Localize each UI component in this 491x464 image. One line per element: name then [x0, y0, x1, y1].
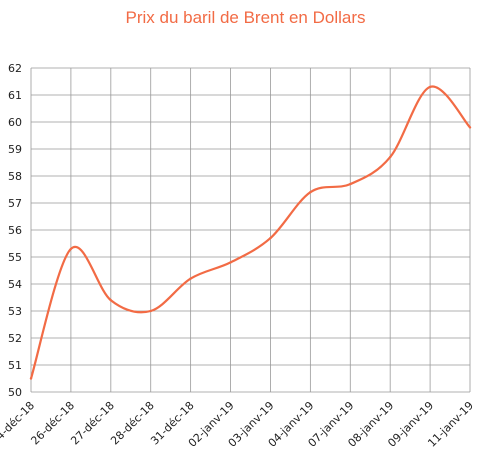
- y-tick-label: 54: [8, 278, 22, 291]
- y-tick-label: 50: [8, 386, 22, 399]
- y-tick-label: 57: [8, 197, 22, 210]
- data-point: [388, 155, 392, 159]
- y-tick-label: 61: [8, 89, 22, 102]
- data-point: [468, 126, 472, 129]
- data-point: [69, 247, 73, 251]
- y-tick-label: 56: [8, 224, 22, 237]
- data-point: [269, 236, 272, 240]
- y-tick-label: 52: [8, 332, 22, 345]
- y-tick-label: 51: [8, 359, 22, 372]
- data-point: [109, 299, 113, 302]
- data-point: [229, 261, 232, 264]
- grid-lines: [30, 67, 471, 393]
- data-point: [428, 85, 432, 89]
- chart-title: Prix du baril de Brent en Dollars: [125, 8, 366, 27]
- data-point: [349, 182, 352, 186]
- y-tick-label: 55: [8, 251, 22, 264]
- data-point: [189, 277, 192, 280]
- data-point: [149, 309, 152, 313]
- y-axis-tick-labels: 50 51 52 53 54 55 56 57 58 59 60 61 62: [8, 62, 22, 399]
- y-tick-label: 53: [8, 305, 22, 318]
- y-tick-label: 62: [8, 62, 22, 75]
- data-point: [29, 377, 33, 380]
- y-tick-label: 59: [8, 143, 22, 156]
- y-tick-label: 60: [8, 116, 22, 129]
- y-tick-label: 58: [8, 170, 22, 183]
- series-layer: [29, 85, 472, 380]
- series-line: [29, 85, 472, 380]
- x-axis-tick-labels: 24-déc-1826-déc-1827-déc-1828-déc-1831-d…: [0, 399, 476, 450]
- data-point: [309, 191, 312, 194]
